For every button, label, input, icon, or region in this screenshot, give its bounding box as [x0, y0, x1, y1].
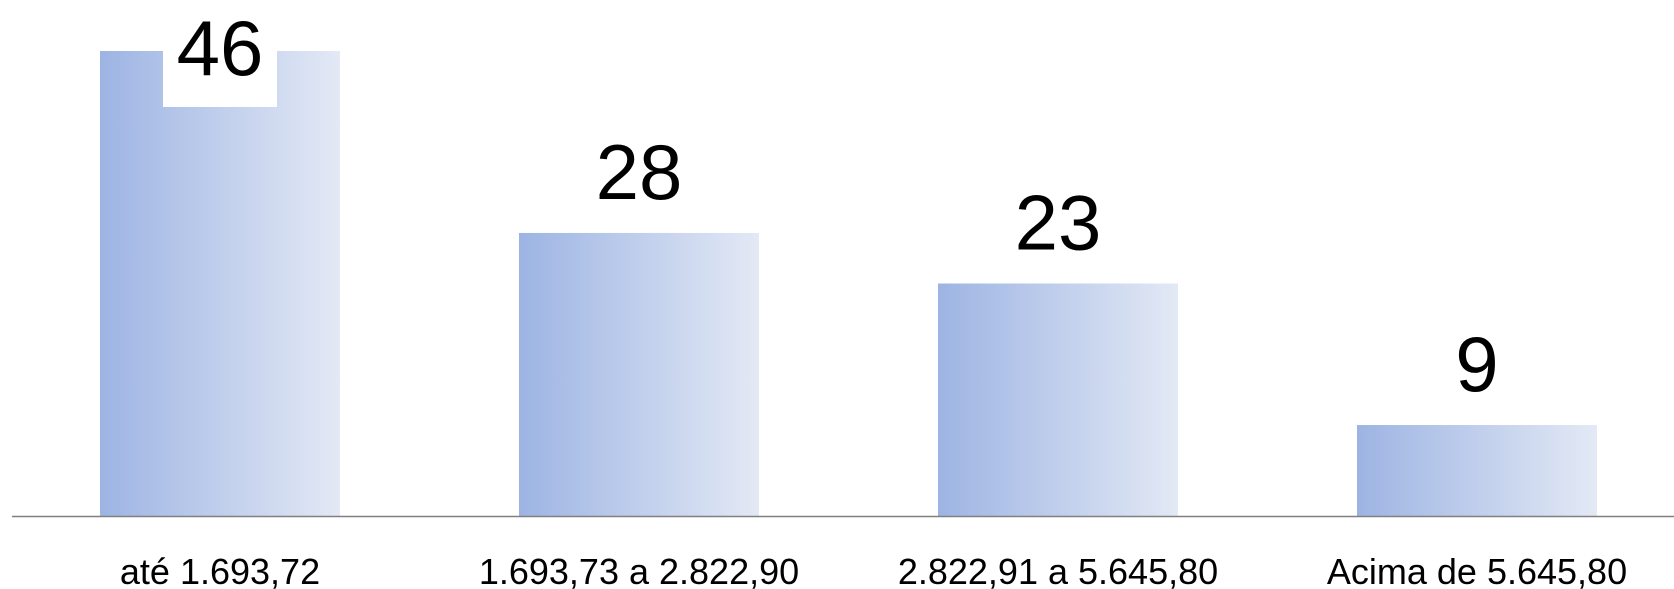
bars-group: 46 28 23 9: [100, 4, 1597, 516]
bar-2: [519, 232, 759, 516]
x-tick-label-3: 2.822,91 a 5.645,80: [898, 551, 1218, 589]
bar-4: [1357, 425, 1597, 516]
data-label-4: 9: [1455, 320, 1498, 408]
x-tick-label-4: Acima de 5.645,80: [1327, 551, 1627, 589]
data-label-2: 28: [596, 128, 683, 216]
x-tick-label-2: 1.693,73 a 2.822,90: [479, 551, 799, 589]
bar-1: [100, 51, 340, 516]
bar-3: [938, 283, 1178, 516]
x-tick-label-1: até 1.693,72: [120, 551, 320, 589]
x-tick-labels-group: até 1.693,72 1.693,73 a 2.822,90 2.822,91 …: [120, 551, 1627, 589]
data-label-background-1: [163, 51, 277, 107]
data-label-3: 23: [1015, 179, 1102, 267]
data-label-1: 46: [177, 4, 264, 92]
